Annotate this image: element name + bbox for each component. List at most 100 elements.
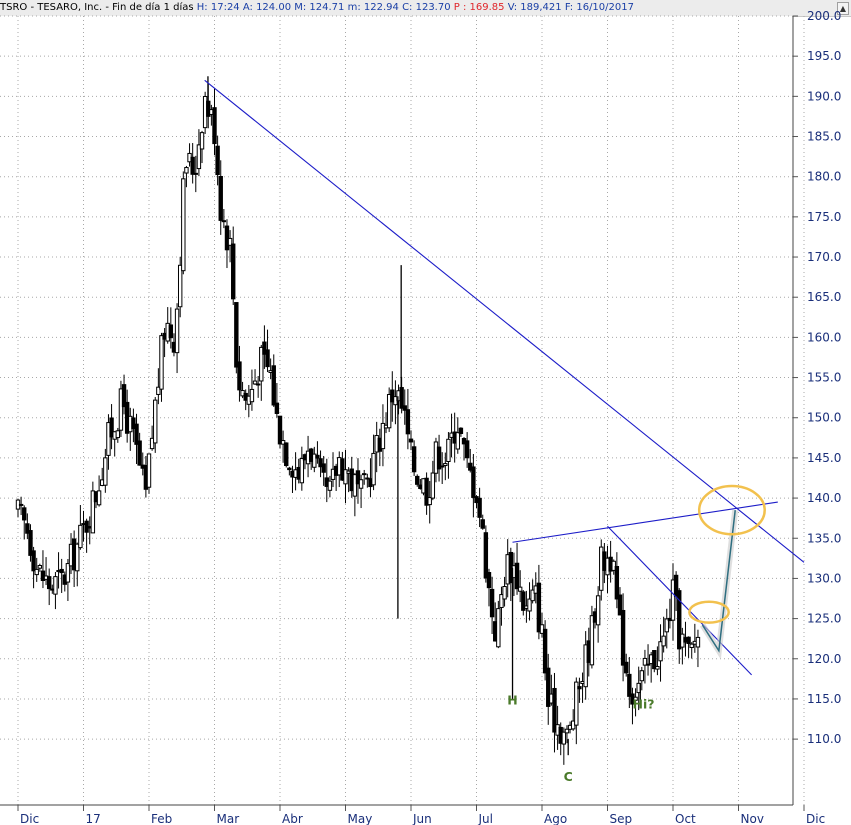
y-tick-label: 195.0 (807, 49, 841, 63)
x-tick-label: Jul (478, 812, 493, 825)
candle-body (184, 167, 189, 174)
x-tick-label: Mar (217, 812, 240, 825)
candle-body (121, 384, 127, 408)
candle-body (443, 463, 448, 467)
header-field: C: 123.70 (398, 2, 451, 13)
candle-body (574, 681, 579, 726)
projection-path (701, 510, 736, 653)
candle-body (371, 452, 376, 486)
candle-body (542, 628, 548, 674)
candle-body (224, 225, 230, 251)
x-tick-label: Feb (151, 812, 172, 825)
y-tick-label: 145.0 (807, 451, 841, 465)
candle-body (106, 422, 111, 456)
candle-body (115, 430, 121, 439)
candle-body (90, 490, 96, 534)
candle-body (287, 467, 292, 471)
candle-body (561, 731, 567, 745)
candle-body (436, 446, 442, 470)
header-field: P : 169.85 (450, 2, 505, 13)
candle-body (527, 598, 532, 612)
candle-body (149, 437, 155, 450)
candle-body (489, 588, 495, 618)
candle-body (321, 463, 326, 473)
y-tick-label: 125.0 (807, 612, 841, 626)
candle-body (652, 650, 657, 670)
candle-body (177, 264, 183, 308)
y-tick-label: 165.0 (807, 290, 841, 304)
candle-body (689, 643, 694, 648)
candle-body (583, 644, 588, 688)
candle-body (327, 480, 333, 491)
highlight-circle (688, 600, 730, 624)
candle-body (380, 422, 386, 450)
candle-body (259, 346, 264, 382)
candle-body (299, 457, 305, 484)
candle-body (312, 453, 317, 468)
candle-body (614, 565, 620, 600)
candle-body (362, 473, 367, 476)
candle-body (131, 417, 136, 430)
candle-body (658, 641, 663, 662)
candle-body (577, 686, 582, 690)
candle-body (215, 145, 220, 176)
candle-body (390, 389, 395, 403)
highlight-circle (697, 484, 766, 536)
trendline-downtrend-main (204, 79, 805, 563)
candle-body (78, 524, 83, 549)
y-tick-label: 140.0 (807, 491, 841, 505)
candle-body (405, 409, 411, 435)
candle-body (196, 144, 202, 170)
candle-body (137, 440, 142, 466)
candle-body (75, 543, 80, 572)
candle-body (502, 586, 507, 600)
candle-body (496, 608, 501, 648)
candle-body (18, 503, 24, 506)
pattern-annotation: H (507, 693, 517, 708)
x-tick-label: Ago (544, 812, 567, 825)
candle-body (181, 178, 186, 272)
candle-body (31, 550, 36, 572)
scroll-up-button[interactable]: ▲ (837, 2, 849, 15)
candle-body (234, 302, 239, 368)
header-field: H: 17:24 (196, 2, 240, 13)
candle-body (517, 586, 523, 592)
candle-body (642, 657, 648, 666)
candle-body (427, 497, 432, 506)
x-tick-label: Sep (610, 812, 633, 825)
candle-body (677, 590, 682, 650)
candle-body (274, 402, 280, 414)
candle-body (695, 636, 701, 648)
candle-body (249, 388, 255, 403)
candle-body (190, 156, 195, 175)
period-label: Fin de día 1 días (112, 2, 194, 13)
x-tick-label: Oct (675, 812, 696, 825)
candle-body (153, 399, 158, 444)
candle-body (552, 687, 557, 733)
candle-body (439, 465, 445, 468)
y-tick-label: 160.0 (807, 330, 841, 344)
x-tick-label: Nov (741, 812, 764, 825)
candle-body (664, 618, 669, 633)
candle-body (624, 661, 629, 674)
candle-body (536, 582, 542, 633)
candle-body (611, 560, 616, 571)
candle-body (252, 380, 258, 385)
candle-body (430, 472, 436, 499)
candle-body (174, 308, 180, 354)
candle-body (262, 341, 267, 355)
candle-body (134, 423, 139, 445)
pattern-annotation: C (564, 769, 573, 784)
x-tick-label: 17 (86, 812, 101, 825)
candle-body (620, 609, 626, 666)
trendline-neckline (512, 501, 778, 543)
header-field: V: 189,421 (504, 2, 562, 13)
info-bar: TSRO - TESARO, Inc. - Fin de día 1 días … (0, 0, 851, 17)
candle-body (617, 594, 623, 616)
candle-body (277, 415, 283, 445)
candle-body (156, 386, 161, 395)
candle-body (168, 324, 174, 339)
candle-body (218, 175, 223, 221)
candle-body (355, 470, 361, 485)
